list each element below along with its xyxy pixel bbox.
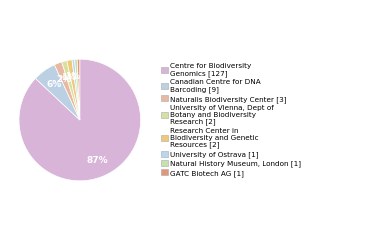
Wedge shape (74, 59, 80, 120)
Text: 6%: 6% (47, 80, 62, 89)
Text: 2%: 2% (57, 75, 72, 84)
Text: 1%: 1% (65, 72, 80, 81)
Wedge shape (19, 59, 141, 181)
Wedge shape (35, 65, 80, 120)
Wedge shape (62, 61, 80, 120)
Text: 1%: 1% (61, 73, 76, 82)
Legend: Centre for Biodiversity
Genomics [127], Canadian Centre for DNA
Barcoding [9], N: Centre for Biodiversity Genomics [127], … (160, 62, 303, 178)
Wedge shape (77, 59, 80, 120)
Wedge shape (54, 62, 80, 120)
Wedge shape (72, 60, 80, 120)
Wedge shape (67, 60, 80, 120)
Text: 87%: 87% (86, 156, 108, 165)
